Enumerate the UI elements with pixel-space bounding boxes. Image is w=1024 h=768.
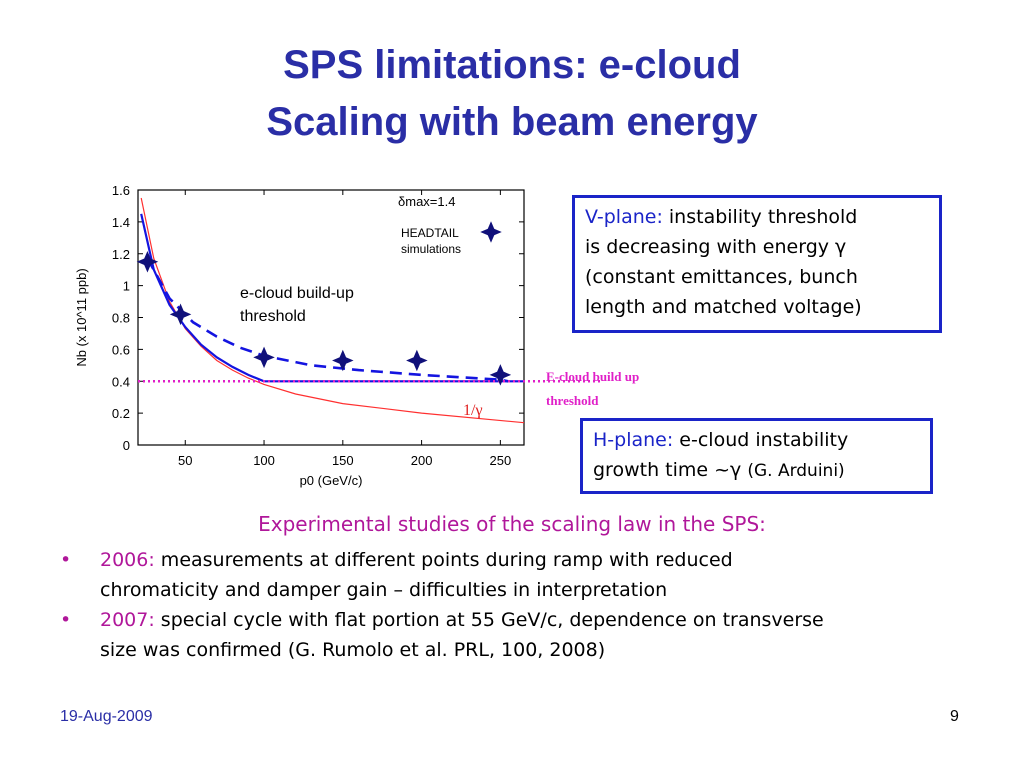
chart-labels: δmax=1.4 HEADTAIL simulations e-cloud build…	[240, 194, 639, 419]
ecloud-outside-line1: E-cloud build up	[546, 369, 639, 384]
y-tick-label: 0.2	[112, 406, 130, 421]
y-tick-label: 0.8	[112, 311, 130, 326]
data-point-marker	[169, 303, 192, 326]
y-tick-label: 0.4	[112, 374, 130, 389]
y-tick-label: 1.4	[112, 215, 130, 230]
fit-dashed-curve	[146, 257, 509, 383]
y-axis-label: Nb (x 10^11 ppb)	[74, 268, 89, 366]
one-over-gamma-curve	[140, 197, 525, 424]
y-tick-label: 1.6	[112, 183, 130, 198]
x-tick-label: 100	[253, 453, 275, 468]
vplane-line1: instability threshold	[662, 206, 858, 228]
data-point-marker	[253, 346, 275, 369]
ecloud-outside-line2: threshold	[546, 393, 599, 408]
vplane-label: V-plane:	[585, 206, 663, 228]
slide-title-line1: SPS limitations: e-cloud	[283, 43, 741, 87]
slide-title-line2: Scaling with beam energy	[266, 100, 758, 144]
data-point-marker	[332, 349, 354, 372]
slide-date: 19-Aug-2009	[60, 708, 153, 725]
hplane-line1: e-cloud instability	[673, 429, 849, 451]
hplane-ref: (G. Arduini)	[747, 461, 845, 481]
hplane-box: H-plane: e-cloud instability growth time…	[580, 418, 933, 494]
chart-curves	[138, 197, 600, 424]
chart-axes: 0 0.2 0.4 0.6 0.8 1 1.2 1.4 1.6 50 100 150 200 250 p0 …	[74, 183, 525, 488]
chart-markers	[136, 221, 512, 386]
x-tick-label: 150	[332, 453, 354, 468]
bullet-year: 2006:	[100, 549, 155, 571]
page-number: 9	[950, 708, 959, 725]
vplane-line4: length and matched voltage)	[585, 296, 862, 318]
bullet-text: measurements at different points during …	[154, 549, 733, 571]
bullet-text-cont: chromaticity and damper gain – difficult…	[100, 579, 668, 601]
buildup-threshold-curve	[140, 213, 524, 383]
bullet-year: 2007:	[100, 609, 155, 631]
gamma-label: 1/γ	[463, 402, 483, 419]
bullet-text-cont: size was confirmed (G. Rumolo et al. PRL…	[100, 639, 606, 661]
x-tick-label: 250	[490, 453, 512, 468]
x-axis-label: p0 (GeV/c)	[300, 473, 363, 488]
data-point-marker	[406, 349, 428, 372]
y-tick-label: 0.6	[112, 342, 130, 357]
vplane-line2: is decreasing with energy γ	[585, 236, 847, 258]
data-point-marker	[136, 250, 159, 273]
headtail-label: HEADTAIL	[401, 226, 459, 240]
bullet-dot: •	[60, 609, 72, 631]
ecloud-label-line1: e-cloud build-up	[240, 285, 354, 302]
simulations-label: simulations	[401, 242, 461, 256]
bullet-text: special cycle with flat portion at 55 Ge…	[154, 609, 824, 631]
experimental-heading: Experimental studies of the scaling law …	[258, 512, 766, 536]
y-tick-label: 1.2	[112, 247, 130, 262]
y-tick-label: 1	[123, 279, 130, 294]
ecloud-threshold-chart: 0 0.2 0.4 0.6 0.8 1 1.2 1.4 1.6 50 100 150 200 250 p0 …	[74, 183, 639, 488]
bullet-dot: •	[60, 549, 72, 571]
x-tick-label: 50	[178, 453, 192, 468]
legend-marker	[480, 221, 502, 243]
x-tick-label: 200	[411, 453, 433, 468]
delta-max-label: δmax=1.4	[398, 194, 455, 209]
y-tick-label: 0	[123, 438, 130, 453]
vplane-line3: (constant emittances, bunch	[585, 266, 858, 288]
vplane-box: V-plane: instability threshold is decrea…	[572, 195, 942, 333]
data-point-marker	[489, 364, 512, 386]
hplane-label: H-plane:	[593, 429, 674, 451]
hplane-line2: growth time ~γ	[593, 459, 748, 481]
ecloud-label-line2: threshold	[240, 308, 306, 325]
